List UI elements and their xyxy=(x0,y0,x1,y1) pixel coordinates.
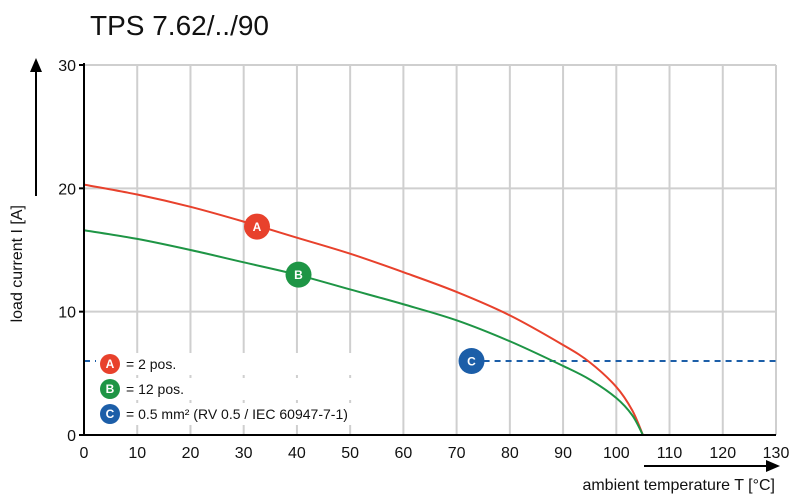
legend-text-c: = 0.5 mm² (RV 0.5 / IEC 60947-7-1) xyxy=(126,406,348,422)
curves-group xyxy=(83,183,644,436)
y-axis-label: load current I [A] xyxy=(9,205,26,322)
x-axis-arrow-head xyxy=(766,460,780,472)
y-tick-label-30: 30 xyxy=(58,58,76,75)
marker-label-b: B xyxy=(294,268,303,282)
chart-title: TPS 7.62/../90 xyxy=(90,10,269,41)
x-tick-label-30: 30 xyxy=(235,445,253,462)
y-tick-label-0: 0 xyxy=(67,428,76,445)
legend-text-a: = 2 pos. xyxy=(126,356,176,372)
marker-circle-c xyxy=(458,348,485,374)
series-line-a xyxy=(83,183,644,436)
legend-item-b: B = 12 pos. xyxy=(96,378,396,400)
x-tick-label-100: 100 xyxy=(603,445,630,462)
marker-a: A xyxy=(244,213,270,240)
legend-letter-c: C xyxy=(106,407,115,421)
y-axis-arrow-head xyxy=(30,58,42,72)
legend-item-c: C = 0.5 mm² (RV 0.5 / IEC 60947-7-1) xyxy=(96,403,396,425)
marker-b: B xyxy=(285,261,312,288)
x-tick-label-80: 80 xyxy=(501,445,519,462)
legend-bg-b xyxy=(96,378,396,400)
x-tick-label-130: 130 xyxy=(763,445,790,462)
legend-bg-c xyxy=(96,403,396,425)
x-tick-label-70: 70 xyxy=(448,445,466,462)
x-axis-label: ambient temperature T [°C] xyxy=(582,477,775,494)
legend-text-b: = 12 pos. xyxy=(126,381,184,397)
x-tick-label-20: 20 xyxy=(182,445,200,462)
legend-swatch-b xyxy=(100,379,120,399)
x-tick-label-90: 90 xyxy=(554,445,572,462)
legend-letter-b: B xyxy=(106,382,115,396)
marker-circle-a xyxy=(244,213,270,240)
axes-group xyxy=(79,63,776,436)
marker-circle-b xyxy=(285,261,312,288)
marker-label-a: A xyxy=(253,220,262,234)
x-tick-label-60: 60 xyxy=(394,445,412,462)
x-tick-label-120: 120 xyxy=(709,445,736,462)
legend-item-a: A = 2 pos. xyxy=(96,353,396,375)
x-tick-label-10: 10 xyxy=(128,445,146,462)
x-axis-title-group: ambient temperature T [°C] xyxy=(582,460,780,494)
x-tick-label-110: 110 xyxy=(657,445,683,462)
marker-label-c: C xyxy=(467,355,476,369)
tick-labels: 0 10 20 30 40 50 60 70 80 90 100 110 120 130 0 10 20 30 xyxy=(58,58,789,462)
legend-bg-a xyxy=(96,353,396,375)
y-axis-title-group: load current I [A] xyxy=(9,58,42,322)
series-line-b xyxy=(83,229,644,436)
legend: A = 2 pos. B = 12 pos. C = 0.5 mm² (RV 0.5 / … xyxy=(96,353,396,425)
marker-group: A B C xyxy=(244,213,485,374)
legend-letter-a: A xyxy=(106,357,115,371)
x-tick-label-40: 40 xyxy=(288,445,306,462)
y-tick-label-20: 20 xyxy=(58,181,76,198)
legend-swatch-c xyxy=(100,404,120,424)
x-tick-label-50: 50 xyxy=(341,445,359,462)
legend-swatch-a xyxy=(100,354,120,374)
x-tick-label-0: 0 xyxy=(80,445,89,462)
marker-c: C xyxy=(458,348,485,374)
y-tick-label-10: 10 xyxy=(58,305,76,322)
